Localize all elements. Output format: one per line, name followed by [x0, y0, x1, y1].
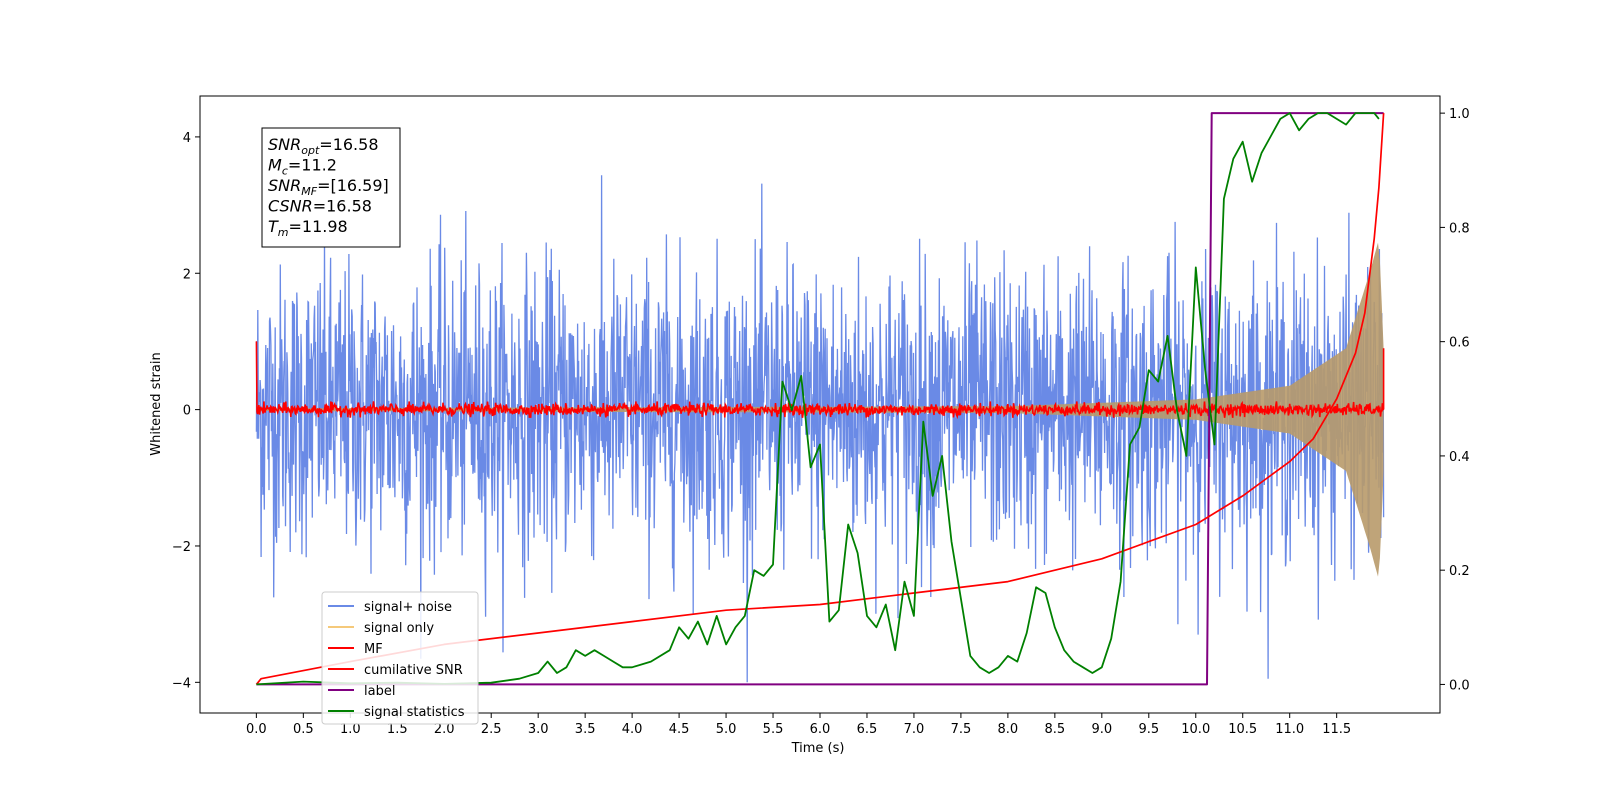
x-tick-label: 11.5 [1322, 722, 1351, 737]
annotation-symbol: SNR [268, 135, 301, 154]
x-tick-label: 0.5 [293, 722, 314, 737]
legend-label: signal+ noise [364, 600, 452, 615]
x-tick-label: 6.5 [857, 722, 878, 737]
y-axis: −4 −2 0 2 4 [172, 131, 200, 691]
legend-label: MF [364, 642, 383, 657]
x-tick-label: 8.0 [998, 722, 1019, 737]
annotation-subscript: opt [301, 144, 320, 157]
legend-label: signal statistics [364, 705, 465, 720]
x-tick-label: 7.0 [904, 722, 925, 737]
annotation-value: =11.2 [288, 156, 337, 175]
plot-area [199, 95, 1441, 714]
legend-label: label [364, 684, 395, 699]
x-tick-label: 5.5 [763, 722, 784, 737]
x-tick-label: 7.5 [951, 722, 972, 737]
annotation-value: =[16.59] [317, 176, 389, 195]
y-tick-label: 2 [183, 267, 191, 282]
annotation-symbol: SNR [268, 176, 301, 195]
annotation-value: =11.98 [289, 217, 348, 236]
y2-tick-label: 0.4 [1449, 450, 1470, 465]
y2-tick-label: 0.8 [1449, 221, 1470, 236]
x-axis-title: Time (s) [791, 741, 845, 756]
series-mf [255, 341, 1385, 420]
x-tick-label: 2.0 [434, 722, 455, 737]
x-axis: 0.0 0.5 1.0 1.5 2.0 2.5 3.0 3.5 4.0 4.5 5.0 5.5 6.0 6… [246, 713, 1351, 737]
legend: signal+ noise signal only MF cumilative SNR… [321, 591, 479, 725]
annotation-subscript: MF [301, 185, 317, 198]
annotation-subscript: c [282, 165, 288, 178]
annotation-symbol: T [268, 217, 279, 236]
legend-label: signal only [364, 621, 434, 636]
x-tick-label: 4.0 [622, 722, 643, 737]
y2-tick-label: 0.6 [1449, 336, 1470, 351]
x-tick-label: 2.5 [481, 722, 502, 737]
legend-frame [321, 591, 479, 725]
annotation-frame [261, 127, 401, 248]
annotation-line: Tm=11.98 [268, 217, 348, 239]
y-axis-title: Whitened strain [149, 352, 164, 455]
y2-tick-label: 0.0 [1449, 678, 1470, 693]
x-tick-label: 4.5 [669, 722, 690, 737]
annotation-subscript: m [278, 226, 289, 239]
annotation-line: SNRMF=[16.59] [268, 176, 389, 198]
series-signal-statistics [256, 112, 1380, 686]
x-tick-label: 5.0 [716, 722, 737, 737]
annotation-line: SNRopt=16.58 [268, 135, 379, 157]
y2-axis: 0.0 0.2 0.4 0.6 0.8 1.0 [1440, 107, 1470, 693]
annotation-value: =16.58 [319, 135, 378, 154]
x-tick-label: 10.0 [1181, 722, 1210, 737]
y2-tick-label: 0.2 [1449, 564, 1470, 579]
x-tick-label: 11.0 [1275, 722, 1304, 737]
y-tick-label: −2 [172, 540, 191, 555]
x-tick-label: 8.5 [1045, 722, 1066, 737]
y-tick-label: 4 [183, 131, 191, 146]
annotation-box: SNRopt=16.58Mc=11.2SNRMF=[16.59]CSNR=16.… [261, 127, 401, 248]
x-tick-label: 3.5 [575, 722, 596, 737]
y-tick-label: −4 [172, 676, 191, 691]
legend-label: cumilative SNR [364, 663, 463, 678]
x-tick-label: 6.0 [810, 722, 831, 737]
annotation-line: CSNR=16.58 [268, 197, 372, 216]
series-cumulative-snr [255, 113, 1385, 685]
x-tick-label: 3.0 [528, 722, 549, 737]
x-tick-label: 1.5 [387, 722, 408, 737]
x-tick-label: 9.0 [1091, 722, 1112, 737]
series-layer [255, 112, 1385, 686]
annotation-value: =16.58 [313, 197, 372, 216]
annotation-symbol: CSNR [268, 197, 313, 216]
annotation-symbol: M [268, 156, 282, 175]
x-tick-label: 0.0 [246, 722, 267, 737]
x-tick-label: 1.0 [340, 722, 361, 737]
y-tick-label: 0 [183, 404, 191, 419]
x-tick-label: 9.5 [1138, 722, 1159, 737]
x-tick-label: 10.5 [1228, 722, 1257, 737]
annotation-line: Mc=11.2 [268, 156, 337, 178]
y2-tick-label: 1.0 [1449, 107, 1470, 122]
